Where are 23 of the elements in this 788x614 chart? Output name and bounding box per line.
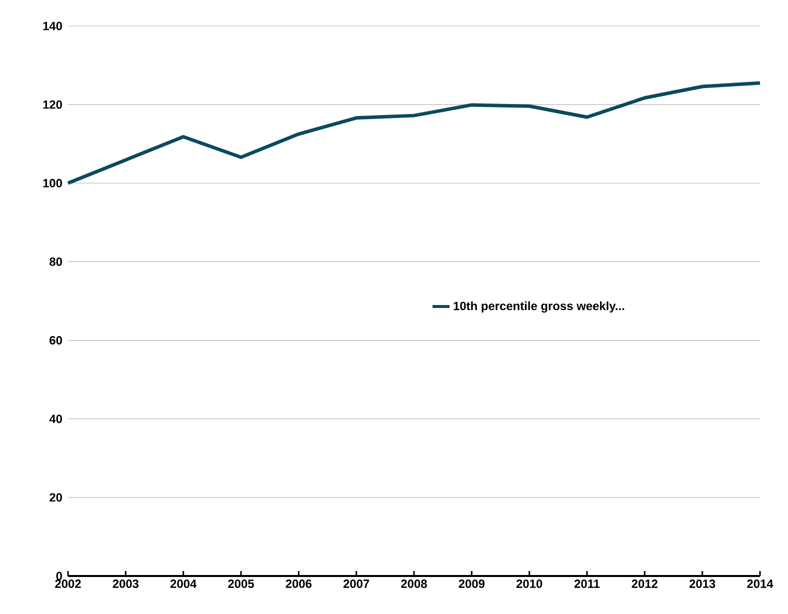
line-series xyxy=(66,81,762,185)
x-tick-label: 2003 xyxy=(112,580,139,588)
x-tick-label: 2014 xyxy=(747,580,774,588)
y-tick-label: 100 xyxy=(43,178,62,188)
y-tick-label: 140 xyxy=(43,22,62,30)
legend-label: 10th percentile gross weekly... xyxy=(454,301,624,313)
x-tick-label: 2010 xyxy=(516,580,542,588)
y-tick-label: 20 xyxy=(50,493,62,502)
x-tick-label: 2008 xyxy=(401,580,427,588)
x-tick-label: 2006 xyxy=(286,580,312,588)
x-tick-label: 2007 xyxy=(343,580,370,588)
x-tick-label: 2011 xyxy=(574,580,600,588)
x-tick-label: 2013 xyxy=(689,580,716,588)
x-tick-label: 2002 xyxy=(55,580,81,588)
x-tick-label: 2005 xyxy=(228,580,254,588)
x-tick-label: 2012 xyxy=(632,580,658,588)
x-tick-label: 2004 xyxy=(170,580,197,588)
y-tick-label: 60 xyxy=(50,336,62,345)
y-tick-label: 120 xyxy=(43,100,62,109)
y-tick-label: 40 xyxy=(49,414,62,424)
x-tick-label: 2009 xyxy=(458,580,485,588)
y-tick-label: 80 xyxy=(50,257,62,266)
y-tick-label: 0 xyxy=(56,572,62,580)
